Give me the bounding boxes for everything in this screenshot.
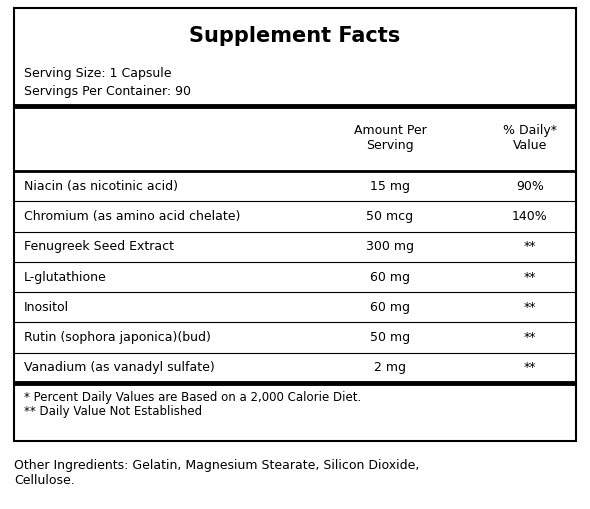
Text: **: **: [524, 361, 536, 374]
Text: Serving Size: 1 Capsule: Serving Size: 1 Capsule: [24, 67, 172, 79]
Text: 300 mg: 300 mg: [366, 240, 414, 253]
Text: 50 mg: 50 mg: [370, 331, 410, 344]
Text: Vanadium (as vanadyl sulfate): Vanadium (as vanadyl sulfate): [24, 361, 215, 374]
Text: 90%: 90%: [516, 180, 544, 192]
Text: 2 mg: 2 mg: [374, 361, 406, 374]
Text: L-glutathione: L-glutathione: [24, 270, 107, 284]
Bar: [14, 8, 576, 441]
Text: Rutin (sophora japonica)(bud): Rutin (sophora japonica)(bud): [24, 331, 211, 344]
Text: **: **: [524, 331, 536, 344]
Text: Fenugreek Seed Extract: Fenugreek Seed Extract: [24, 240, 174, 253]
Text: Other Ingredients: Gelatin, Magnesium Stearate, Silicon Dioxide,
Cellulose.: Other Ingredients: Gelatin, Magnesium St…: [14, 459, 419, 487]
Text: **: **: [524, 270, 536, 284]
Text: Chromium (as amino acid chelate): Chromium (as amino acid chelate): [24, 210, 240, 223]
Text: % Daily*
Value: % Daily* Value: [503, 124, 557, 152]
Text: * Percent Daily Values are Based on a 2,000 Calorie Diet.: * Percent Daily Values are Based on a 2,…: [24, 390, 361, 404]
Text: Niacin (as nicotinic acid): Niacin (as nicotinic acid): [24, 180, 178, 192]
Text: **: **: [524, 240, 536, 253]
Text: 60 mg: 60 mg: [370, 270, 410, 284]
Text: **: **: [524, 301, 536, 314]
Text: 15 mg: 15 mg: [370, 180, 410, 192]
Text: Inositol: Inositol: [24, 301, 69, 314]
Text: 60 mg: 60 mg: [370, 301, 410, 314]
Text: ** Daily Value Not Established: ** Daily Value Not Established: [24, 405, 202, 417]
Text: Servings Per Container: 90: Servings Per Container: 90: [24, 84, 191, 98]
Text: Supplement Facts: Supplement Facts: [189, 26, 401, 46]
Text: 50 mcg: 50 mcg: [366, 210, 414, 223]
Text: Amount Per
Serving: Amount Per Serving: [353, 124, 427, 152]
Text: 140%: 140%: [512, 210, 548, 223]
